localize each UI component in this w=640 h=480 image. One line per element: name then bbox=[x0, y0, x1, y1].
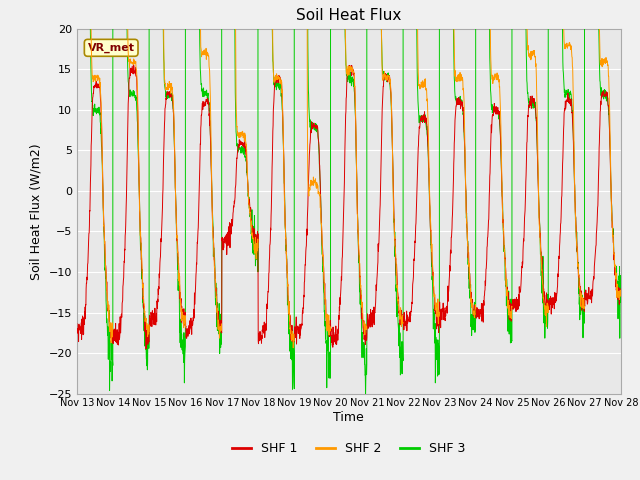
Title: Soil Heat Flux: Soil Heat Flux bbox=[296, 9, 401, 24]
X-axis label: Time: Time bbox=[333, 411, 364, 424]
Y-axis label: Soil Heat Flux (W/m2): Soil Heat Flux (W/m2) bbox=[30, 143, 43, 279]
Text: VR_met: VR_met bbox=[88, 43, 134, 53]
Legend: SHF 1, SHF 2, SHF 3: SHF 1, SHF 2, SHF 3 bbox=[227, 437, 470, 460]
